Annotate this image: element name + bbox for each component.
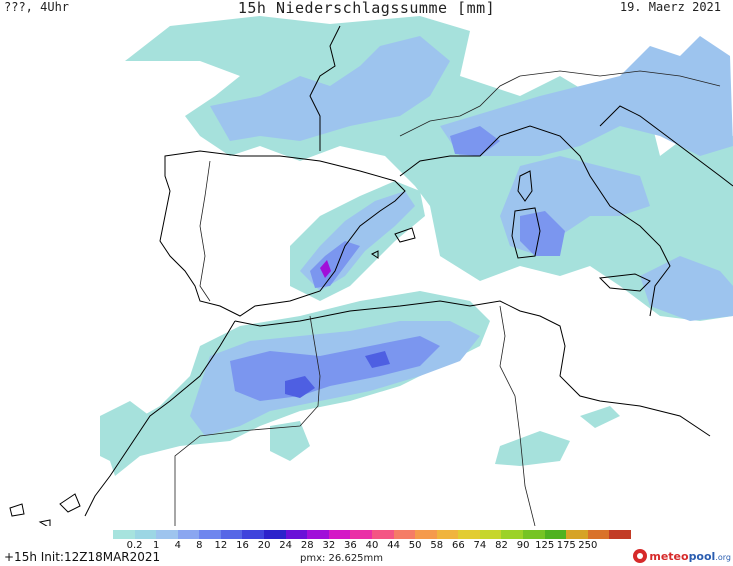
legend-swatch xyxy=(264,530,286,539)
legend-swatch xyxy=(156,530,178,539)
precip-core-sardinia xyxy=(520,211,565,256)
precip-max-algeria xyxy=(365,351,390,368)
legend-swatch xyxy=(544,530,567,539)
legend-tick-label: 66 xyxy=(451,540,465,551)
legend-swatch xyxy=(134,530,157,539)
precip-max-morocco xyxy=(285,376,315,398)
coast-france-italy xyxy=(309,25,671,317)
logo-text-pool: pool xyxy=(688,549,716,563)
legend-swatch xyxy=(522,530,545,539)
legend-tick-label: 82 xyxy=(495,540,508,551)
legend-tick-label: 90 xyxy=(516,540,530,551)
coast-sardinia xyxy=(511,207,541,259)
coastlines xyxy=(9,25,733,526)
legend-swatch xyxy=(285,530,308,539)
legend-swatch xyxy=(479,530,502,539)
legend-tick-label: 16 xyxy=(236,540,249,551)
precipitation-layer xyxy=(100,16,733,476)
legend-swatch xyxy=(113,530,135,539)
legend-swatch xyxy=(587,530,610,539)
legend-swatch xyxy=(458,530,480,539)
precip-area-alps xyxy=(440,36,733,156)
max-precip-readout: pmx: 26.625mm xyxy=(300,553,384,564)
init-info: +15h Init:12Z18MAR2021 xyxy=(4,550,161,564)
meteopool-logo[interactable]: meteo pool .org xyxy=(633,547,731,565)
logo-text-meteo: meteo xyxy=(649,549,689,563)
legend-swatch xyxy=(436,530,459,539)
legend-swatch xyxy=(415,530,437,539)
legend-tick-label: 28 xyxy=(300,540,314,551)
border-alps-east xyxy=(519,70,721,87)
border-france xyxy=(399,75,521,137)
legend-tick-label: 74 xyxy=(473,540,487,551)
borders xyxy=(174,70,721,526)
precip-area-sahara xyxy=(270,421,310,461)
forecast-date: 19. Maerz 2021 xyxy=(619,0,721,14)
legend-tick-label: 36 xyxy=(344,540,357,551)
precip-core-spain xyxy=(310,241,360,288)
precip-core-morocco xyxy=(230,336,440,401)
legend-tick-label: 44 xyxy=(387,540,400,551)
coast-morocco-west xyxy=(84,320,236,517)
legend-tick-label: 175 xyxy=(556,540,576,551)
legend-swatch xyxy=(393,530,416,539)
coast-canary xyxy=(9,493,81,526)
legend-swatch xyxy=(566,530,588,539)
legend-swatch xyxy=(220,530,243,539)
legend-swatch xyxy=(609,530,631,539)
legend-swatch xyxy=(371,530,394,539)
border-spain-portugal xyxy=(199,160,211,302)
precip-area-libya xyxy=(495,431,570,466)
coast-adriatic xyxy=(599,105,733,187)
precip-area-sw xyxy=(100,401,150,466)
legend-tick-label: 1 xyxy=(152,540,160,551)
legend-tick-label: 250 xyxy=(578,540,598,551)
coast-corsica xyxy=(517,170,533,202)
legend-tick-label: 12 xyxy=(214,540,228,551)
legend-tick-label: 24 xyxy=(279,540,293,551)
legend-swatch xyxy=(177,530,200,539)
legend-tick-label: 0.2 xyxy=(126,540,143,551)
map-title: 15h Niederschlagssumme [mm] xyxy=(237,0,496,17)
legend-swatch xyxy=(307,530,329,539)
legend-tick-label: 8 xyxy=(196,540,203,551)
logo-globe-icon xyxy=(633,549,648,563)
legend-swatch xyxy=(328,530,351,539)
border-algeria-tunisia xyxy=(499,305,536,526)
legend-tick-label: 32 xyxy=(322,540,336,551)
legend-ticks: 0.2 1 4 8 12 16 20 24 28 32 36 40 44 50 58 66 74 82 90 125 1… xyxy=(113,540,631,552)
border-morocco-algeria xyxy=(174,315,321,526)
coast-balearics xyxy=(371,227,416,259)
legend-tick-label: 125 xyxy=(535,540,555,551)
precip-peak xyxy=(320,260,331,278)
legend-swatch xyxy=(350,530,372,539)
logo-text-org: .org xyxy=(715,552,731,562)
legend-tick-label: 40 xyxy=(365,540,379,551)
forecast-day-time: ???, 4Uhr xyxy=(4,0,70,14)
legend-swatch xyxy=(242,530,265,539)
legend-swatch xyxy=(199,530,221,539)
legend-tick-label: 50 xyxy=(408,540,422,551)
coast-iberia xyxy=(159,150,406,317)
coast-africa xyxy=(234,300,711,437)
legend-tick-label: 58 xyxy=(430,540,444,551)
legend-tick-label: 4 xyxy=(174,540,181,551)
precip-area-ionian xyxy=(640,256,733,321)
precip-area-east-sea xyxy=(580,406,620,428)
coast-sicily xyxy=(598,273,651,292)
precipitation-map xyxy=(0,16,733,526)
legend-tick-label: 20 xyxy=(257,540,271,551)
legend-swatch xyxy=(501,530,523,539)
color-legend xyxy=(113,530,631,540)
precip-area-france xyxy=(210,36,450,141)
